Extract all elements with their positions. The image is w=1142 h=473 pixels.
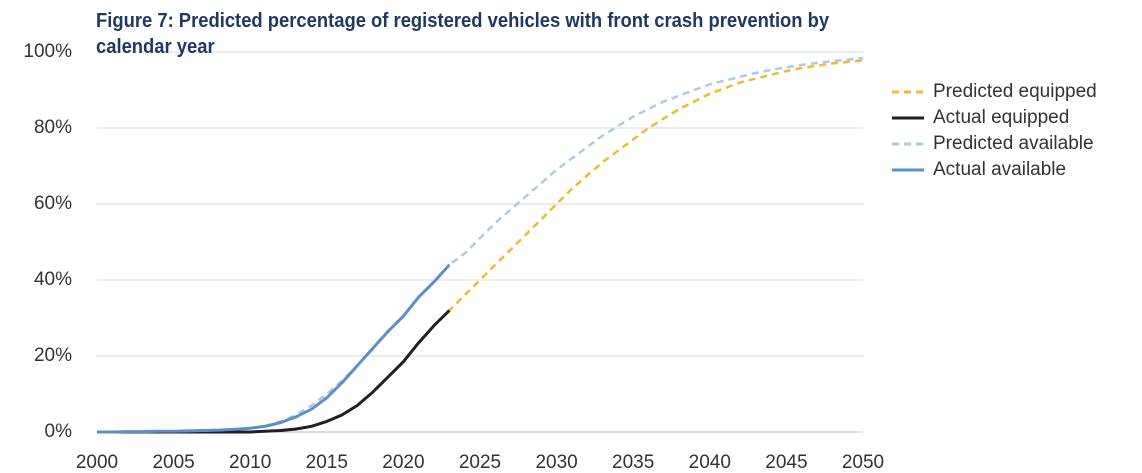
line-series (97, 56, 864, 434)
y-tick-label: 40% (34, 269, 72, 290)
x-tick-label: 2050 (842, 452, 884, 473)
y-tick-label: 0% (45, 421, 73, 442)
x-tick-label: 2020 (382, 452, 424, 473)
x-tick-label: 2010 (229, 452, 271, 473)
x-tick-label: 2015 (306, 452, 348, 473)
legend-label: Actual available (933, 159, 1066, 180)
y-tick-label: 100% (23, 41, 72, 62)
x-tick-label: 2005 (152, 452, 194, 473)
legend-label: Actual equipped (933, 107, 1069, 128)
legend-label: Predicted available (933, 133, 1094, 154)
line-series (97, 59, 864, 434)
line-series (97, 263, 451, 434)
y-tick-label: 60% (34, 193, 72, 214)
legend-label: Predicted equipped (933, 81, 1097, 102)
x-tick-label: 2030 (535, 452, 577, 473)
x-tick-label: 2025 (459, 452, 501, 473)
chart-title: Figure 7: Predicted percentage of regist… (96, 10, 830, 58)
x-tick-label: 2040 (689, 452, 731, 473)
x-tick-label: 2045 (765, 452, 807, 473)
y-tick-label: 80% (34, 117, 72, 138)
x-tick-label: 2035 (612, 452, 654, 473)
x-tick-label: 2000 (76, 452, 118, 473)
y-tick-label: 20% (34, 345, 72, 366)
line-series (97, 309, 451, 434)
